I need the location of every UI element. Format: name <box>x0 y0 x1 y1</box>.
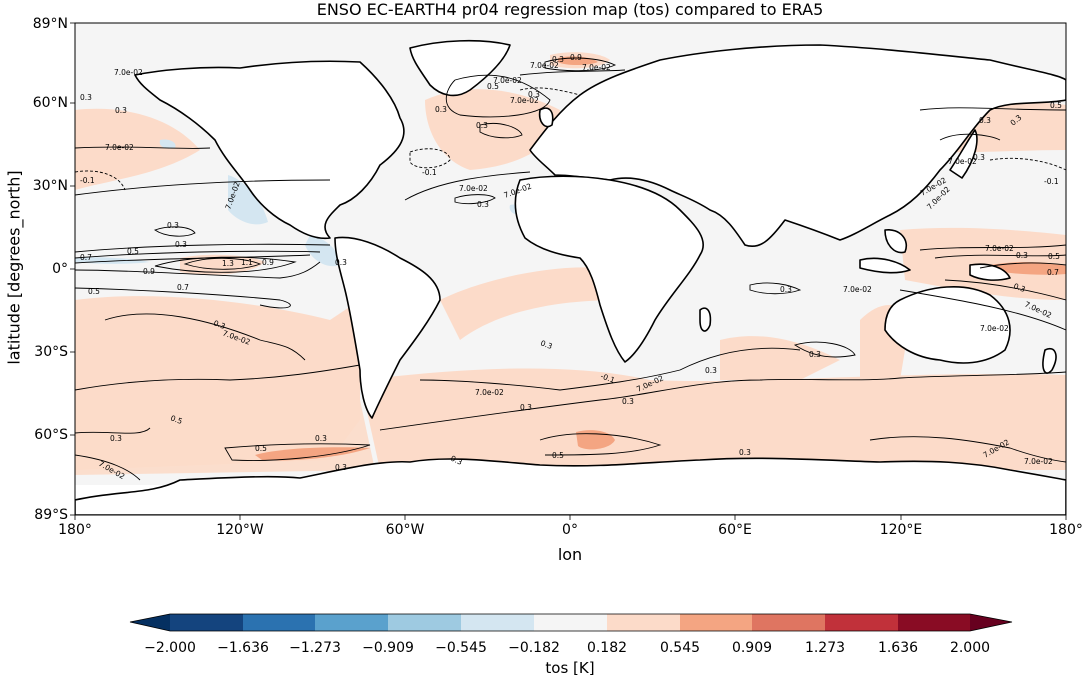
svg-text:0.3: 0.3 <box>110 434 122 443</box>
svg-text:7.0e-02: 7.0e-02 <box>985 244 1014 253</box>
svg-text:0.3: 0.3 <box>175 240 187 249</box>
svg-text:7.0e-02: 7.0e-02 <box>105 143 134 152</box>
x-tick-60e: 60°E <box>718 522 752 538</box>
svg-text:0.3: 0.3 <box>622 397 634 406</box>
x-tick-180w: 180° <box>58 522 92 538</box>
svg-text:0.7: 0.7 <box>80 253 92 262</box>
svg-text:7.0e-02: 7.0e-02 <box>493 76 522 85</box>
svg-text:0.3: 0.3 <box>477 200 489 209</box>
svg-text:0.3: 0.3 <box>167 221 179 230</box>
svg-text:7.0e-02: 7.0e-02 <box>475 388 504 397</box>
y-tick-30s: 30°S <box>34 344 68 360</box>
svg-text:0.3: 0.3 <box>115 106 127 115</box>
svg-text:0.3: 0.3 <box>335 258 347 267</box>
x-tick-120e: 120°E <box>879 522 923 538</box>
colorbar-tick: 0.545 <box>659 640 701 656</box>
svg-text:1.3: 1.3 <box>222 259 234 268</box>
colorbar-tick: 2.000 <box>949 640 991 656</box>
svg-text:0.3: 0.3 <box>315 434 327 443</box>
svg-text:0.7: 0.7 <box>177 283 189 292</box>
chart-title: ENSO EC-EARTH4 pr04 regression map (tos)… <box>316 0 824 19</box>
svg-text:0.9: 0.9 <box>262 258 274 267</box>
colorbar-tick: −2.000 <box>144 640 196 656</box>
svg-text:0.3: 0.3 <box>528 90 540 99</box>
svg-text:7.0e-02: 7.0e-02 <box>582 63 611 72</box>
strong-positive-anomaly-patches <box>255 56 1066 461</box>
colorbar-tick: 1.636 <box>877 640 919 656</box>
svg-text:7.0e-02: 7.0e-02 <box>1024 457 1053 466</box>
svg-text:1.1: 1.1 <box>241 258 253 267</box>
svg-text:0.5: 0.5 <box>1048 252 1060 261</box>
svg-text:0.3: 0.3 <box>1012 281 1027 294</box>
svg-text:0.5: 0.5 <box>552 451 564 460</box>
colorbar-tick: −1.273 <box>289 640 341 656</box>
x-tick-180e: 180° <box>1049 522 1083 538</box>
svg-text:0.9: 0.9 <box>143 267 155 276</box>
svg-text:7.0e-02: 7.0e-02 <box>510 96 539 105</box>
x-axis-label: lon <box>557 545 583 564</box>
svg-text:0.5: 0.5 <box>487 82 499 91</box>
svg-text:0.5: 0.5 <box>255 444 267 453</box>
svg-text:0.3: 0.3 <box>979 116 991 125</box>
svg-text:0.5: 0.5 <box>169 413 184 426</box>
svg-text:0.3: 0.3 <box>973 153 985 162</box>
colorbar-tick: −0.182 <box>508 640 560 656</box>
svg-text:0.3: 0.3 <box>539 338 554 351</box>
svg-text:0.3: 0.3 <box>335 463 347 472</box>
map-plot-area: 7.0e-02 0.3 0.3 7.0e-02 -0.1 7.0e-02 0.3… <box>75 23 1066 515</box>
svg-text:0.3: 0.3 <box>520 403 532 412</box>
y-tick-0: 0° <box>52 261 68 277</box>
x-tick-60w: 60°W <box>385 522 425 538</box>
svg-text:7.0e-02: 7.0e-02 <box>530 61 559 70</box>
colorbar-under-arrow <box>130 614 170 631</box>
svg-text:0.3: 0.3 <box>435 105 447 114</box>
svg-text:7.0e-02: 7.0e-02 <box>843 285 872 294</box>
colorbar <box>129 613 1013 632</box>
axis-ticks <box>70 22 1067 520</box>
svg-text:0.3: 0.3 <box>1016 251 1028 260</box>
colorbar-tick: −0.545 <box>435 640 487 656</box>
colorbar-tick: 0.182 <box>586 640 628 656</box>
svg-text:0.5: 0.5 <box>127 247 139 256</box>
svg-text:7.0e-02: 7.0e-02 <box>459 184 488 193</box>
svg-text:0.9: 0.9 <box>570 53 582 62</box>
svg-text:0.5: 0.5 <box>88 287 100 296</box>
x-tick-0: 0° <box>562 522 578 538</box>
svg-text:0.3: 0.3 <box>212 318 227 331</box>
svg-text:7.0e-02: 7.0e-02 <box>980 324 1009 333</box>
colorbar-tick: −0.909 <box>362 640 414 656</box>
y-tick-30n: 30°N <box>32 178 68 194</box>
y-tick-60s: 60°S <box>34 427 68 443</box>
colorbar-over-arrow <box>970 614 1012 631</box>
continents <box>75 39 1066 515</box>
svg-text:0.3: 0.3 <box>552 55 564 64</box>
svg-text:-0.1: -0.1 <box>80 176 95 185</box>
svg-text:0.3: 0.3 <box>809 350 821 359</box>
svg-text:0.3: 0.3 <box>705 366 717 375</box>
svg-text:0.7: 0.7 <box>1047 268 1059 277</box>
svg-text:0.5: 0.5 <box>1050 101 1062 110</box>
colorbar-tick: −1.636 <box>217 640 269 656</box>
svg-text:7.0e-02: 7.0e-02 <box>114 68 143 77</box>
svg-text:0.3: 0.3 <box>80 93 92 102</box>
svg-text:-0.1: -0.1 <box>422 168 437 177</box>
y-tick-89s: 89°S <box>34 507 68 523</box>
colorbar-tick: 1.273 <box>804 640 846 656</box>
x-tick-120w: 120°W <box>216 522 264 538</box>
svg-text:0.3: 0.3 <box>780 285 792 294</box>
svg-text:-0.1: -0.1 <box>1044 177 1059 186</box>
svg-text:0.3: 0.3 <box>476 121 488 130</box>
svg-text:7.0e-02: 7.0e-02 <box>948 157 977 166</box>
colorbar-label: tos [K] <box>545 659 595 677</box>
contour-lines <box>75 57 1066 481</box>
colorbar-tick: 0.909 <box>731 640 773 656</box>
y-tick-89n: 89°N <box>32 16 68 32</box>
y-tick-60n: 60°N <box>32 95 68 111</box>
svg-text:0.3: 0.3 <box>739 448 751 457</box>
